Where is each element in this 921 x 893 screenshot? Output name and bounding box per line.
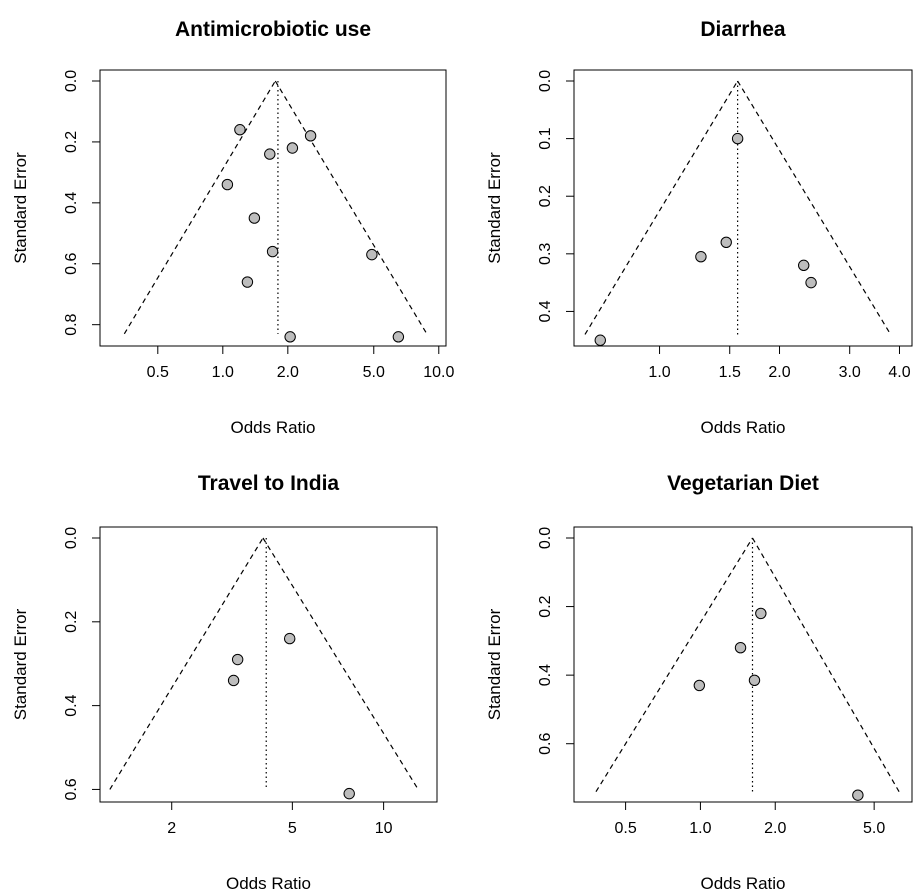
study-point xyxy=(852,789,864,801)
y-tick-label: 0.0 xyxy=(63,527,80,549)
x-tick-label: 1.0 xyxy=(689,820,711,837)
y-tick-label: 0.6 xyxy=(537,732,554,754)
study-point xyxy=(748,674,761,686)
x-axis-label: Odds Ratio xyxy=(700,418,785,437)
x-tick-label: 10.0 xyxy=(423,364,454,381)
x-tick-label: 3.0 xyxy=(839,364,861,381)
x-tick-label: 0.5 xyxy=(147,364,169,381)
study-point xyxy=(231,653,244,666)
study-point xyxy=(264,148,276,160)
study-point xyxy=(731,132,744,145)
study-point xyxy=(266,245,279,258)
x-axis-label: Odds Ratio xyxy=(700,874,785,893)
x-tick-label: 2.0 xyxy=(764,820,786,837)
plot-frame xyxy=(573,69,913,347)
y-tick-label: 0.2 xyxy=(63,611,80,633)
funnel-plot-panel-1: Antimicrobiotic use 0.5 1.0 2.0 5.0 10.0 Odds … xyxy=(11,18,454,437)
study-point xyxy=(798,259,810,272)
y-tick-label: 0.4 xyxy=(537,664,554,686)
funnel-left-line xyxy=(584,80,739,335)
y-tick-label: 0.4 xyxy=(537,300,554,322)
y-tick-label: 0.8 xyxy=(63,313,80,335)
study-point xyxy=(284,331,296,343)
plot-frame xyxy=(573,526,913,803)
y-tick-label: 0.6 xyxy=(63,253,80,275)
funnel-left-line xyxy=(109,537,264,790)
study-point xyxy=(234,124,246,136)
study-point xyxy=(720,236,732,249)
funnel-plot-panel-4: Vegetarian Diet 0.5 1.0 2.0 5.0 Odds Ratio 0.0… xyxy=(485,472,913,893)
y-tick-label: 0.2 xyxy=(63,131,80,153)
funnel-right-line xyxy=(737,80,892,335)
y-tick-label: 0.1 xyxy=(537,127,554,149)
study-point xyxy=(227,674,240,687)
x-tick-label: 1.0 xyxy=(212,364,234,381)
y-tick-label: 0.2 xyxy=(537,185,554,207)
x-axis-label: Odds Ratio xyxy=(230,418,315,437)
x-axis-label: Odds Ratio xyxy=(226,874,311,893)
study-point xyxy=(286,142,299,154)
funnel-right-line xyxy=(262,537,419,790)
y-axis-label: Standard Error xyxy=(11,152,30,264)
y-axis-label: Standard Error xyxy=(485,608,504,720)
x-tick-label: 2.0 xyxy=(277,364,299,381)
study-point xyxy=(241,276,254,288)
study-point xyxy=(221,178,234,191)
y-axis-label: Standard Error xyxy=(485,152,504,264)
y-tick-label: 0.0 xyxy=(537,70,554,92)
plot-frame xyxy=(99,69,447,347)
x-tick-label: 1.0 xyxy=(648,364,670,381)
funnel-left-line xyxy=(595,537,754,793)
study-point xyxy=(304,130,317,142)
y-tick-label: 0.0 xyxy=(63,70,80,92)
funnel-plot-panel-3: Travel to India 2 5 10 Odds Ratio 0.0 0.2 0.4 0.… xyxy=(11,472,438,893)
study-point xyxy=(594,334,606,346)
y-tick-label: 0.4 xyxy=(63,694,80,716)
study-point xyxy=(805,276,817,289)
study-point xyxy=(283,632,296,645)
y-tick-label: 0.4 xyxy=(63,192,80,214)
chart-title: Diarrhea xyxy=(700,18,786,41)
funnel-right-line xyxy=(274,80,428,335)
study-point xyxy=(366,248,378,261)
study-point xyxy=(343,787,355,800)
plot-frame xyxy=(99,526,438,803)
study-point xyxy=(755,607,767,620)
y-tick-label: 0.2 xyxy=(537,595,554,617)
chart-title: Vegetarian Diet xyxy=(667,472,819,495)
x-tick-label: 5.0 xyxy=(863,820,885,837)
x-tick-label: 2 xyxy=(167,820,176,837)
y-tick-label: 0.0 xyxy=(537,527,554,549)
y-axis-label: Standard Error xyxy=(11,608,30,720)
x-tick-label: 10 xyxy=(375,820,393,837)
study-point xyxy=(695,251,707,263)
x-tick-label: 5 xyxy=(288,820,297,837)
y-tick-label: 0.3 xyxy=(537,243,554,265)
chart-title: Travel to India xyxy=(198,472,340,495)
study-point xyxy=(248,212,261,224)
study-point xyxy=(392,331,405,343)
x-tick-label: 0.5 xyxy=(614,820,636,837)
funnel-left-line xyxy=(123,80,276,335)
study-point xyxy=(693,679,706,692)
x-tick-label: 5.0 xyxy=(363,364,385,381)
study-point xyxy=(734,642,747,654)
funnel-plot-panel-2: Diarrhea 1.0 1.5 2.0 3.0 4.0 Odds Ratio 0.0 0.1 0… xyxy=(485,18,913,437)
y-tick-label: 0.6 xyxy=(63,778,80,800)
funnel-right-line xyxy=(751,537,900,793)
chart-title: Antimicrobiotic use xyxy=(175,18,371,41)
x-tick-label: 2.0 xyxy=(768,364,790,381)
x-tick-label: 1.5 xyxy=(719,364,741,381)
x-tick-label: 4.0 xyxy=(888,364,910,381)
